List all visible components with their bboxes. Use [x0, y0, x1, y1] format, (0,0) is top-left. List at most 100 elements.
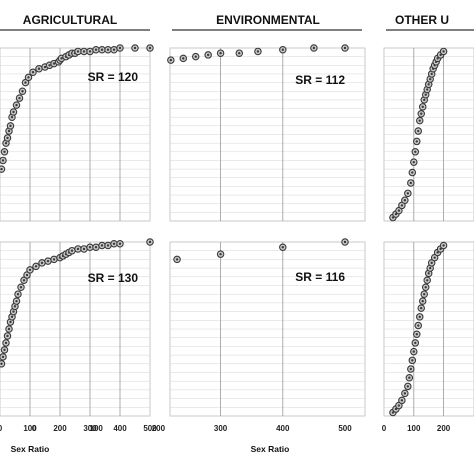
- data-point-center: [281, 48, 284, 51]
- data-point-center: [88, 246, 92, 249]
- data-point-center: [397, 404, 401, 407]
- data-point-center: [430, 261, 433, 265]
- data-point-center: [10, 315, 14, 319]
- data-point-center: [19, 286, 23, 289]
- data-point-center: [206, 53, 210, 57]
- data-point-center: [31, 71, 35, 74]
- data-point-center: [415, 140, 418, 143]
- data-point-center: [420, 306, 423, 310]
- data-point-center: [133, 46, 137, 50]
- data-point-center: [426, 88, 429, 91]
- data-point-center: [238, 51, 241, 55]
- data-point-center: [25, 273, 29, 277]
- panel-grids: [0, 47, 474, 417]
- data-point-center: [411, 171, 414, 174]
- data-point-center: [427, 83, 430, 86]
- sr-annotation: SR = 116: [295, 270, 345, 284]
- data-point-center: [88, 50, 92, 53]
- x-tick-label: 300: [83, 424, 97, 433]
- data-point-center: [414, 341, 417, 345]
- data-point-center: [427, 272, 430, 275]
- data-point-center: [94, 246, 98, 249]
- data-point-center: [82, 50, 86, 53]
- panel-markers: [0, 44, 448, 417]
- x-tick-label: 100: [407, 424, 421, 433]
- data-point-center: [112, 48, 116, 51]
- data-point-center: [442, 244, 445, 247]
- data-point-center: [24, 81, 27, 84]
- data-point-center: [397, 209, 401, 212]
- data-point-center: [433, 256, 436, 259]
- data-point-center: [46, 259, 50, 263]
- x-tick-label: 0: [32, 424, 37, 433]
- data-point-center: [70, 249, 74, 252]
- data-point-center: [417, 324, 420, 327]
- data-point-center: [409, 367, 413, 371]
- data-point-center: [148, 46, 152, 50]
- data-point-center: [312, 46, 316, 50]
- data-point-center: [4, 141, 8, 145]
- data-point-center: [3, 150, 6, 153]
- panel-title: ENVIRONMENTAL: [216, 13, 320, 27]
- data-point-center: [118, 46, 122, 50]
- x-tick-label: 400: [276, 424, 290, 433]
- data-point-center: [182, 57, 185, 60]
- data-point-center: [34, 265, 38, 268]
- data-point-center: [1, 159, 5, 162]
- data-point-center: [403, 199, 407, 202]
- x-tick-label: 0: [0, 424, 3, 433]
- data-point-center: [10, 116, 14, 119]
- data-point-center: [194, 55, 197, 58]
- data-point-center: [100, 244, 104, 247]
- data-point-center: [40, 261, 44, 265]
- sr-annotation: SR = 120: [88, 70, 139, 84]
- data-point-center: [418, 119, 421, 122]
- sr-annotation: SR = 130: [88, 271, 139, 285]
- data-point-center: [219, 51, 222, 55]
- sr-annotation: SR = 112: [295, 73, 345, 87]
- data-point-center: [21, 90, 24, 93]
- data-point-center: [60, 57, 63, 60]
- data-point-center: [0, 362, 3, 365]
- data-point-center: [412, 350, 415, 353]
- x-tick-label: 200: [437, 424, 451, 433]
- data-point-center: [408, 376, 411, 379]
- data-point-center: [7, 327, 11, 331]
- data-point-center: [6, 334, 9, 338]
- data-point-center: [411, 359, 414, 362]
- x-axis-label: Sex Ratio: [251, 444, 290, 454]
- data-point-center: [148, 240, 152, 244]
- data-point-center: [9, 320, 12, 324]
- data-point-center: [94, 48, 98, 51]
- data-point-center: [76, 50, 80, 53]
- data-point-center: [428, 77, 432, 81]
- data-point-center: [426, 279, 429, 282]
- x-tick-label: 100: [90, 424, 104, 433]
- data-point-center: [52, 258, 56, 261]
- data-point-center: [100, 48, 104, 51]
- data-point-center: [281, 246, 284, 249]
- data-point-center: [27, 76, 30, 79]
- data-point-center: [52, 62, 56, 65]
- panel-title: AGRICULTURAL: [23, 13, 117, 27]
- x-axis-label: Sex Ratio: [11, 444, 50, 454]
- data-point-center: [118, 242, 122, 245]
- data-point-center: [403, 392, 407, 395]
- data-point-center: [82, 247, 86, 251]
- data-point-center: [421, 299, 424, 303]
- data-point-center: [112, 242, 116, 245]
- data-point-center: [15, 299, 18, 303]
- data-point-center: [13, 305, 17, 308]
- data-point-center: [406, 385, 410, 388]
- data-point-center: [256, 50, 260, 53]
- data-point-center: [414, 150, 417, 153]
- data-point-center: [420, 112, 423, 115]
- data-point-center: [417, 129, 420, 133]
- x-tick-label: 0: [382, 424, 387, 433]
- data-point-center: [418, 315, 421, 319]
- panel-title: OTHER U: [395, 13, 449, 27]
- data-point-center: [22, 279, 26, 282]
- x-tick-label: 300: [214, 424, 228, 433]
- data-point-center: [400, 204, 404, 207]
- data-point-center: [37, 67, 41, 70]
